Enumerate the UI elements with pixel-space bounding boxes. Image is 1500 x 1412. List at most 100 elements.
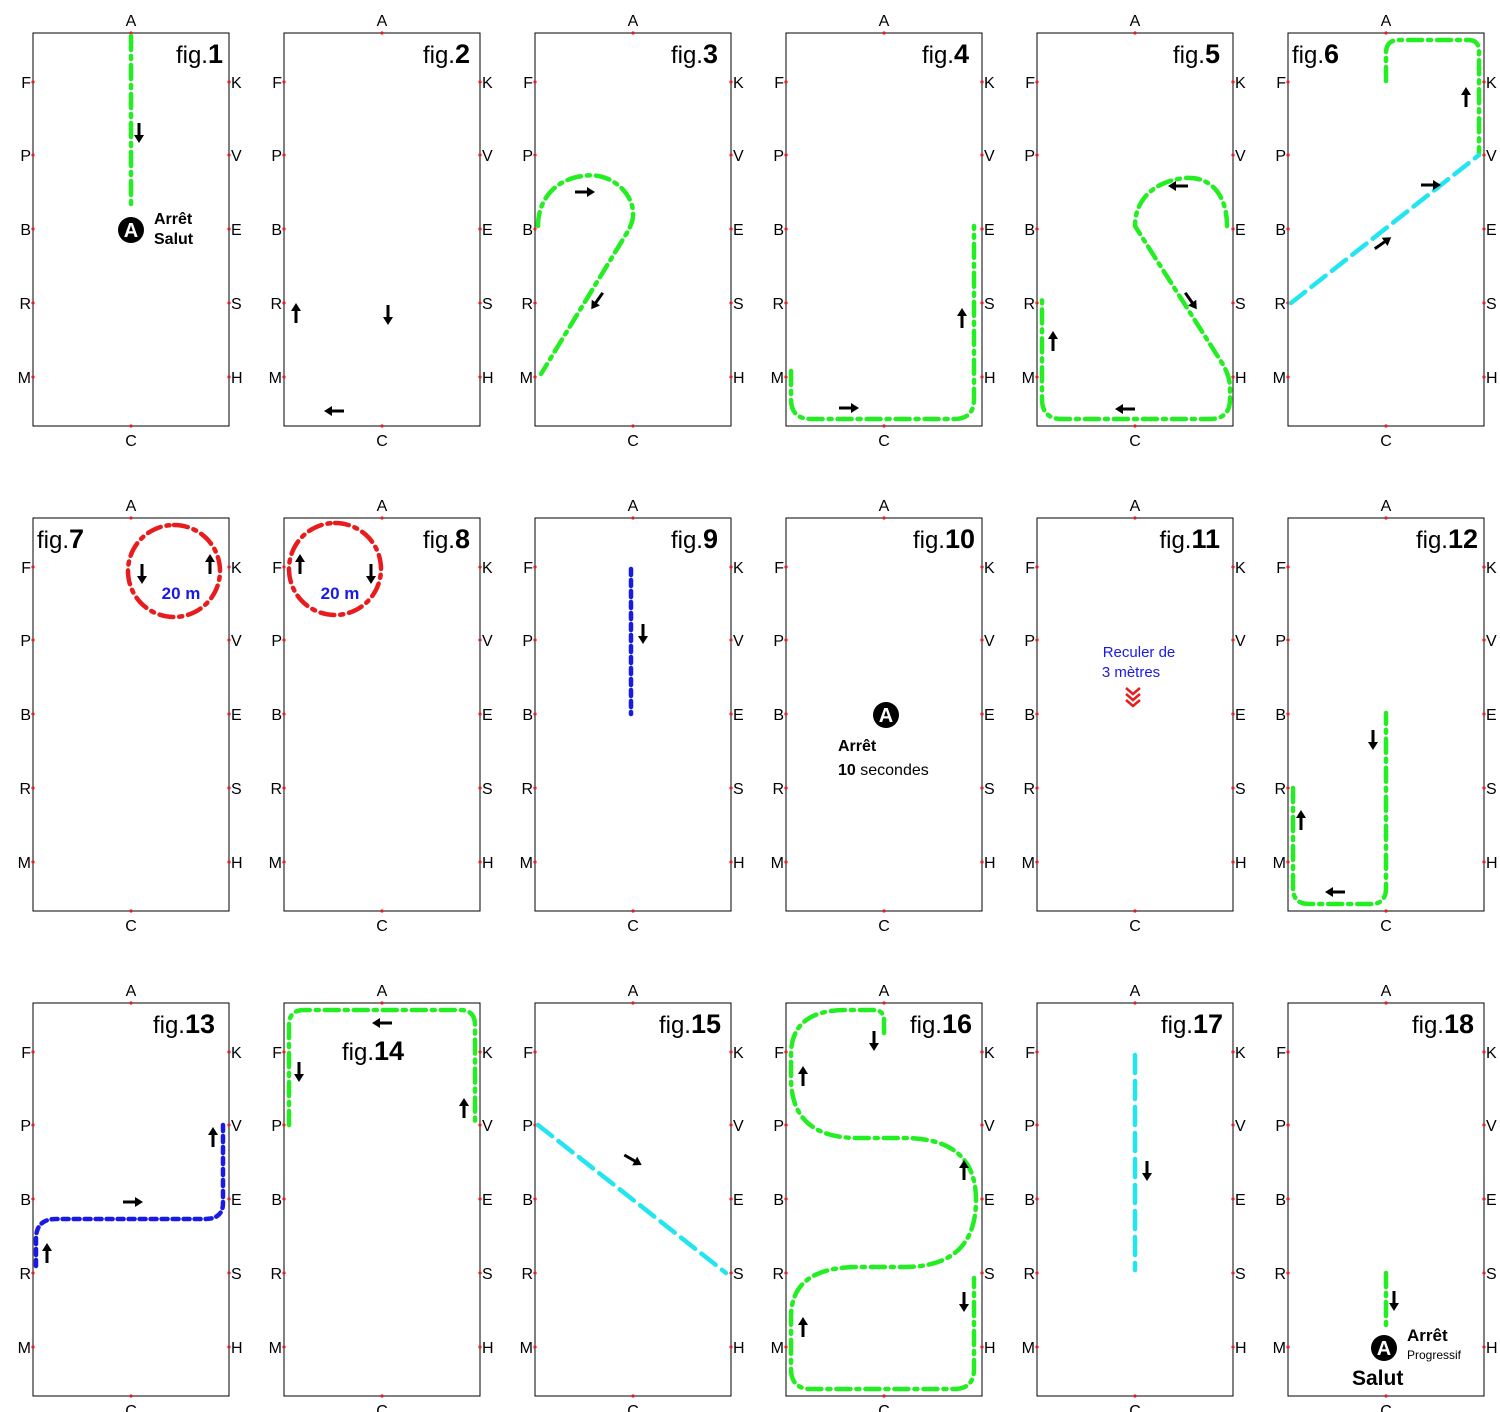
marker-left	[784, 1123, 788, 1127]
marker-right	[1482, 1123, 1486, 1127]
halt-badge: A	[1371, 1335, 1397, 1361]
marker-left	[1035, 712, 1039, 716]
marker-right	[729, 786, 733, 790]
letter-right-K: K	[733, 75, 744, 92]
letter-left-P: P	[522, 1118, 533, 1135]
marker-bottom	[1384, 424, 1388, 428]
marker-left	[31, 1197, 35, 1201]
marker-left	[533, 565, 537, 569]
letter-right-S: S	[1235, 1266, 1246, 1283]
letter-left-R: R	[19, 296, 31, 313]
halt-label: Arrêt	[838, 738, 877, 755]
marker-bottom	[631, 1394, 635, 1398]
marker-left	[533, 1050, 537, 1054]
marker-left	[31, 1123, 35, 1127]
figure-number: 1	[208, 39, 223, 69]
direction-arrow	[295, 554, 305, 574]
marker-left	[784, 1271, 788, 1275]
direction-arrow	[1048, 331, 1058, 351]
letter-left-R: R	[270, 781, 282, 798]
marker-right	[1482, 1050, 1486, 1054]
marker-right	[729, 1197, 733, 1201]
figure-label: fig.5	[1173, 39, 1220, 69]
letter-right-E: E	[1235, 707, 1246, 724]
marker-left	[282, 638, 286, 642]
letter-bottom: C	[627, 1403, 639, 1412]
marker-left	[31, 565, 35, 569]
letter-left-M: M	[1022, 1340, 1035, 1357]
figure-prefix: fig.	[659, 1012, 691, 1039]
letter-right-K: K	[1486, 560, 1497, 577]
figure-label: fig.13	[153, 1009, 215, 1039]
direction-arrow	[839, 403, 859, 413]
letter-right-S: S	[1486, 296, 1497, 313]
marker-right	[227, 301, 231, 305]
marker-right	[729, 712, 733, 716]
marker-right	[1231, 153, 1235, 157]
letter-right-H: H	[231, 855, 243, 872]
marker-left	[1035, 227, 1039, 231]
figure-prefix: fig.	[1159, 527, 1191, 554]
letter-right-E: E	[482, 222, 493, 239]
marker-left	[533, 1345, 537, 1349]
arena-outline	[32, 517, 230, 912]
marker-right	[227, 786, 231, 790]
marker-top	[1133, 516, 1137, 520]
figure-label: fig.14	[342, 1036, 404, 1066]
figure-prefix: fig.	[176, 42, 208, 69]
letter-top: A	[628, 498, 639, 515]
marker-right	[227, 860, 231, 864]
direction-arrow	[959, 1160, 969, 1180]
marker-right	[1482, 712, 1486, 716]
marker-left	[533, 638, 537, 642]
marker-right	[980, 1123, 984, 1127]
marker-right	[1482, 638, 1486, 642]
marker-right	[1231, 227, 1235, 231]
letter-right-V: V	[1235, 148, 1246, 165]
marker-right	[980, 301, 984, 305]
marker-right	[980, 638, 984, 642]
letter-left-B: B	[20, 1192, 31, 1209]
letter-right-S: S	[482, 781, 493, 798]
letter-right-K: K	[231, 1045, 242, 1062]
figure-label: fig.7	[37, 524, 84, 554]
route-path-green	[788, 223, 977, 422]
letter-right-K: K	[482, 1045, 493, 1062]
letter-top: A	[377, 983, 388, 1000]
letter-left-P: P	[1275, 1118, 1286, 1135]
letter-top: A	[377, 13, 388, 30]
marker-left	[1286, 301, 1290, 305]
letter-right-V: V	[984, 148, 995, 165]
letter-right-E: E	[984, 1192, 995, 1209]
marker-left	[31, 1050, 35, 1054]
figure-number: 9	[703, 524, 718, 554]
letter-left-F: F	[523, 75, 533, 92]
letter-right-K: K	[231, 560, 242, 577]
letter-left-B: B	[271, 222, 282, 239]
marker-right	[478, 1123, 482, 1127]
letter-bottom: C	[878, 918, 890, 935]
marker-right	[1231, 786, 1235, 790]
letter-left-P: P	[1024, 148, 1035, 165]
letter-left-F: F	[774, 1045, 784, 1062]
marker-right	[227, 1345, 231, 1349]
letter-bottom: C	[1380, 918, 1392, 935]
marker-left	[784, 786, 788, 790]
marker-left	[1035, 153, 1039, 157]
letter-right-V: V	[482, 633, 493, 650]
marker-left	[784, 1345, 788, 1349]
direction-arrow	[459, 1098, 469, 1118]
marker-right	[729, 638, 733, 642]
duration-label: 10 secondes	[838, 762, 929, 779]
letter-left-B: B	[773, 222, 784, 239]
duration-value: 10	[838, 762, 856, 779]
marker-top	[882, 516, 886, 520]
direction-arrow	[959, 1292, 969, 1312]
letter-left-M: M	[269, 855, 282, 872]
letter-left-M: M	[771, 1340, 784, 1357]
letter-top: A	[377, 498, 388, 515]
